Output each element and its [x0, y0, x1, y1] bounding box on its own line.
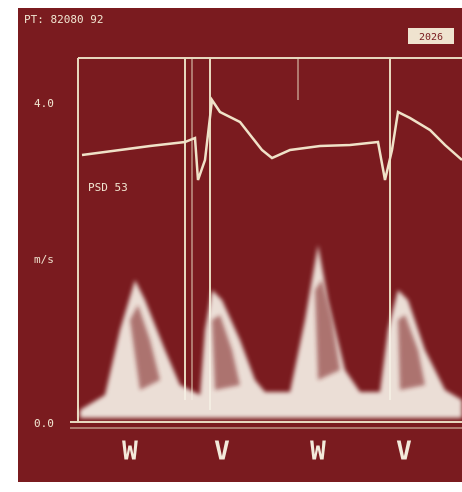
- axis-unit-label: m/s: [34, 253, 54, 266]
- header-text: PT: 82080 92: [24, 13, 103, 26]
- footer-label: W: [310, 437, 326, 467]
- axis-top-label: 4.0: [34, 97, 54, 110]
- axis-bottom-label: 0.0: [34, 417, 54, 430]
- footer-label: V: [214, 437, 230, 467]
- doppler-screen: 2026 PT: 82080 92 4.0 m/s 0.0 PSD 53 W V W…: [0, 0, 462, 488]
- footer-label: W: [122, 437, 138, 467]
- annotation-text: PSD 53: [88, 181, 128, 194]
- footer-label: V: [396, 437, 412, 467]
- page: 2026 PT: 82080 92 4.0 m/s 0.0 PSD 53 W V W…: [0, 0, 462, 488]
- badge-text: 2026: [419, 32, 443, 43]
